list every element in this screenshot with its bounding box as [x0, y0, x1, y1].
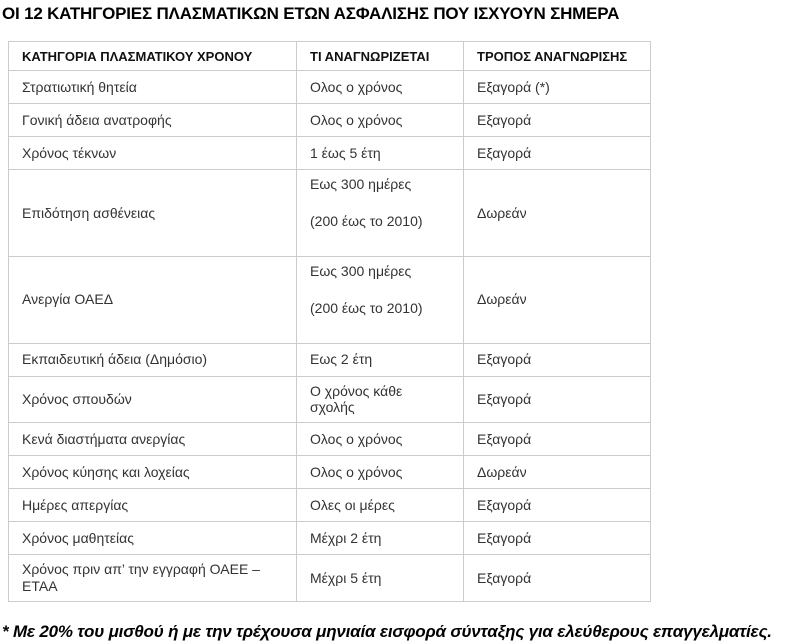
- cell-method: Εξαγορά: [463, 136, 651, 171]
- cell-category: Επιδότηση ασθένειας: [8, 169, 297, 257]
- table-row: Ημέρες απεργίας Ολες οι μέρες Εξαγορά: [8, 488, 651, 523]
- cell-recognized-line: Εως 300 ημέρες: [310, 176, 412, 193]
- footnote: * Με 20% του μισθού ή με την τρέχουσα μη…: [2, 621, 772, 641]
- table-row: Στρατιωτική θητεία Ολος ο χρόνος Εξαγορά (…: [8, 70, 651, 105]
- cell-recognized: Ολος ο χρόνος: [296, 103, 464, 138]
- col-header-method: ΤΡΟΠΟΣ ΑΝΑΓΝΩΡΙΣΗΣ: [463, 41, 651, 72]
- cell-recognized: 1 έως 5 έτη: [296, 136, 464, 171]
- cell-category: Χρόνος τέκνων: [8, 136, 297, 171]
- cell-category: Χρόνος πριν απ’ την εγγραφή ΟΑΕΕ – ΕΤΑΑ: [8, 554, 297, 602]
- cell-category: Ημέρες απεργίας: [8, 488, 297, 523]
- insurance-categories-table: ΚΑΤΗΓΟΡΙΑ ΠΛΑΣΜΑΤΙΚΟΥ ΧΡΟΝΟΥ ΤΙ ΑΝΑΓΝΩΡΙ…: [8, 41, 651, 602]
- cell-recognized: Εως 300 ημέρες (200 έως το 2010): [296, 169, 464, 257]
- cell-method: Δωρεάν: [463, 455, 651, 490]
- cell-category: Χρόνος σπουδών: [8, 375, 297, 424]
- cell-method: Εξαγορά: [463, 342, 651, 377]
- cell-recognized: Ολος ο χρόνος: [296, 422, 464, 457]
- table-row: Κενά διαστήματα ανεργίας Ολος ο χρόνος Εξα…: [8, 422, 651, 457]
- cell-category: Εκπαιδευτική άδεια (Δημόσιο): [8, 342, 297, 377]
- cell-recognized: Ολος ο χρόνος: [296, 455, 464, 490]
- table-row: Επιδότηση ασθένειας Εως 300 ημέρες (200 έω…: [8, 169, 651, 257]
- cell-recognized: Εως 300 ημέρες (200 έως το 2010): [296, 255, 464, 344]
- cell-recognized: Ολες οι μέρες: [296, 488, 464, 523]
- cell-recognized-line: Εως 300 ημέρες: [310, 262, 412, 279]
- cell-method: Εξαγορά: [463, 422, 651, 457]
- cell-method: Εξαγορά: [463, 488, 651, 523]
- cell-recognized: Μέχρι 2 έτη: [296, 521, 464, 556]
- cell-category: Κενά διαστήματα ανεργίας: [8, 422, 297, 457]
- cell-method: Εξαγορά (*): [463, 70, 651, 105]
- cell-category: Ανεργία ΟΑΕΔ: [8, 255, 297, 344]
- cell-recognized-line: (200 έως το 2010): [310, 213, 423, 230]
- cell-category: Χρόνος κύησης και λοχείας: [8, 455, 297, 490]
- cell-method: Εξαγορά: [463, 375, 651, 424]
- cell-recognized: Ολος ο χρόνος: [296, 70, 464, 105]
- table-header: ΚΑΤΗΓΟΡΙΑ ΠΛΑΣΜΑΤΙΚΟΥ ΧΡΟΝΟΥ ΤΙ ΑΝΑΓΝΩΡΙ…: [8, 41, 651, 72]
- table-body: Στρατιωτική θητεία Ολος ο χρόνος Εξαγορά (…: [8, 70, 651, 602]
- table-header-row: ΚΑΤΗΓΟΡΙΑ ΠΛΑΣΜΑΤΙΚΟΥ ΧΡΟΝΟΥ ΤΙ ΑΝΑΓΝΩΡΙ…: [8, 41, 651, 72]
- table-row: Χρόνος κύησης και λοχείας Ολος ο χρόνος Δω…: [8, 455, 651, 490]
- table-row: Ανεργία ΟΑΕΔ Εως 300 ημέρες (200 έως το 20…: [8, 255, 651, 344]
- cell-method: Δωρεάν: [463, 255, 651, 344]
- col-header-category: ΚΑΤΗΓΟΡΙΑ ΠΛΑΣΜΑΤΙΚΟΥ ΧΡΟΝΟΥ: [8, 41, 297, 72]
- table-row: Γονική άδεια ανατροφής Ολος ο χρόνος Εξαγο…: [8, 103, 651, 138]
- table-row: Χρόνος τέκνων 1 έως 5 έτη Εξαγορά: [8, 136, 651, 171]
- table-row: Χρόνος σπουδών Ο χρόνος κάθε σχολής Εξαγορ…: [8, 375, 651, 424]
- cell-method: Εξαγορά: [463, 103, 651, 138]
- table-row: Χρόνος μαθητείας Μέχρι 2 έτη Εξαγορά: [8, 521, 651, 556]
- table-row: Εκπαιδευτική άδεια (Δημόσιο) Εως 2 έτη Εξα…: [8, 342, 651, 377]
- cell-recognized: Ο χρόνος κάθε σχολής: [296, 375, 464, 424]
- table-row: Χρόνος πριν απ’ την εγγραφή ΟΑΕΕ – ΕΤΑΑ Μ…: [8, 554, 651, 602]
- cell-recognized-line: (200 έως το 2010): [310, 299, 423, 316]
- cell-recognized: Εως 2 έτη: [296, 342, 464, 377]
- cell-method: Δωρεάν: [463, 169, 651, 257]
- cell-category: Στρατιωτική θητεία: [8, 70, 297, 105]
- cell-recognized: Μέχρι 5 έτη: [296, 554, 464, 602]
- cell-category: Γονική άδεια ανατροφής: [8, 103, 297, 138]
- cell-category: Χρόνος μαθητείας: [8, 521, 297, 556]
- cell-method: Εξαγορά: [463, 554, 651, 602]
- col-header-recognized: ΤΙ ΑΝΑΓΝΩΡΙΖΕΤΑΙ: [296, 41, 464, 72]
- cell-method: Εξαγορά: [463, 521, 651, 556]
- page-title: ΟΙ 12 ΚΑΤΗΓΟΡΙΕΣ ΠΛΑΣΜΑΤΙΚΩΝ ΕΤΩΝ ΑΣΦΑΛΙ…: [2, 4, 620, 23]
